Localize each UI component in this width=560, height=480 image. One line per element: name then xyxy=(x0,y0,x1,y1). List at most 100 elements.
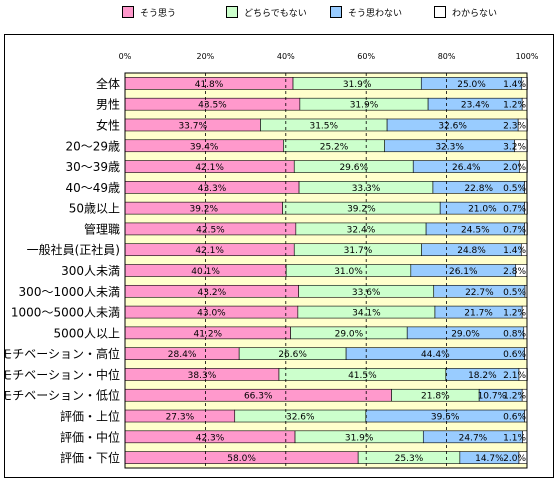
data-label: 39.2% xyxy=(189,205,218,215)
data-label: 0.5% xyxy=(503,184,526,194)
data-label: 40.1% xyxy=(191,267,220,277)
data-label: 32.6% xyxy=(438,121,467,131)
data-label: 43.5% xyxy=(198,101,227,111)
data-label: 0.8% xyxy=(503,329,526,339)
data-label: 32.6% xyxy=(286,413,315,423)
data-label: 31.7% xyxy=(344,246,373,256)
data-label: 23.4% xyxy=(461,101,490,111)
data-label: 1.2% xyxy=(503,101,526,111)
category-label: モチベーション・中位 xyxy=(5,367,120,382)
data-label: 10.7% xyxy=(478,392,507,402)
data-label: 44.4% xyxy=(421,350,450,360)
stacked-bar-chart: 41.8% 31.9% 25.0% 1.4% 43.5% 31.9% 23.4% 1.2% 33… xyxy=(5,52,539,469)
x-tick-label: 80% xyxy=(438,52,456,61)
plot-border xyxy=(124,72,528,469)
data-label: 26.6% xyxy=(278,350,307,360)
category-label: 評価・上位 xyxy=(60,409,120,424)
x-tick-label: 40% xyxy=(277,52,295,61)
category-label: 50歳以上 xyxy=(69,202,120,216)
chart-legend: そう思う どちらでもない そう思わない わからない xyxy=(0,0,560,26)
data-label: 31.9% xyxy=(350,101,379,111)
data-label: 66.3% xyxy=(244,392,273,402)
legend-swatch xyxy=(122,6,134,18)
data-label: 31.0% xyxy=(334,267,363,277)
data-label: 0.6% xyxy=(503,350,526,360)
legend-item: どちらでもない xyxy=(226,5,307,19)
data-label: 27.3% xyxy=(166,413,195,423)
category-label: 300人未満 xyxy=(61,264,120,278)
data-label: 29.0% xyxy=(335,329,364,339)
data-label: 39.4% xyxy=(190,142,219,152)
data-label: 3.2% xyxy=(503,142,526,152)
data-label: 24.5% xyxy=(461,225,490,235)
data-label: 22.8% xyxy=(464,184,493,194)
legend-label: そう思わない xyxy=(348,8,403,19)
legend-swatch xyxy=(330,6,342,18)
data-label: 0.6% xyxy=(503,413,526,423)
legend-swatch xyxy=(434,6,446,18)
data-label: 1.4% xyxy=(503,80,526,90)
data-label: 33.7% xyxy=(178,121,207,131)
x-tick-label: 60% xyxy=(357,52,375,61)
legend-item: わからない xyxy=(434,5,497,19)
data-label: 14.7% xyxy=(475,454,504,464)
data-label: 2.3% xyxy=(503,121,526,131)
category-label: 300～1000人未満 xyxy=(19,285,120,299)
data-label: 34.1% xyxy=(352,309,381,319)
data-label: 39.2% xyxy=(347,205,376,215)
data-label: 18.2% xyxy=(468,371,497,381)
data-label: 25.2% xyxy=(320,142,349,152)
legend-item: そう思う xyxy=(122,5,176,19)
category-label: 30～39歳 xyxy=(65,160,120,174)
data-label: 42.3% xyxy=(196,433,225,443)
legend-label: どちらでもない xyxy=(244,8,307,19)
data-label: 25.0% xyxy=(457,80,486,90)
data-label: 24.8% xyxy=(457,246,486,256)
data-label: 1.1% xyxy=(503,433,526,443)
data-label: 32.3% xyxy=(435,142,464,152)
data-label: 21.0% xyxy=(468,205,497,215)
data-label: 0.5% xyxy=(503,288,526,298)
legend-item: そう思わない xyxy=(330,5,402,19)
data-label: 31.9% xyxy=(343,80,372,90)
category-label: 評価・中位 xyxy=(60,429,120,444)
category-label: 一般社員(正社員) xyxy=(27,242,120,257)
data-label: 2.8% xyxy=(503,267,526,277)
data-label: 0.7% xyxy=(503,205,526,215)
data-label: 1.2% xyxy=(503,392,526,402)
category-label: 20～29歳 xyxy=(65,139,120,153)
data-label: 2.0% xyxy=(503,454,526,464)
data-label: 31.9% xyxy=(345,433,374,443)
data-label: 42.5% xyxy=(196,225,225,235)
data-label: 42.1% xyxy=(195,246,224,256)
data-label: 39.5% xyxy=(431,413,460,423)
data-label: 41.8% xyxy=(195,80,224,90)
data-label: 24.7% xyxy=(459,433,488,443)
data-label: 43.3% xyxy=(198,184,227,194)
category-label: 管理職 xyxy=(84,221,120,236)
data-label: 31.5% xyxy=(309,121,338,131)
data-label: 41.2% xyxy=(194,329,223,339)
data-label: 32.4% xyxy=(347,225,376,235)
category-label: モチベーション・低位 xyxy=(5,388,120,403)
data-label: 0.7% xyxy=(503,225,526,235)
data-label: 21.8% xyxy=(421,392,450,402)
category-label: 1000～5000人未満 xyxy=(11,306,120,320)
chart-frame: 41.8% 31.9% 25.0% 1.4% 43.5% 31.9% 23.4% 1.2% 33… xyxy=(4,34,554,478)
data-label: 33.6% xyxy=(352,288,381,298)
data-label: 58.0% xyxy=(227,454,256,464)
data-label: 41.5% xyxy=(348,371,377,381)
data-label: 33.3% xyxy=(352,184,381,194)
data-label: 22.7% xyxy=(465,288,494,298)
category-label: モチベーション・高位 xyxy=(5,346,120,361)
category-label: 5000人以上 xyxy=(53,326,120,340)
category-label: 男性 xyxy=(96,98,120,112)
data-label: 2.1% xyxy=(503,371,526,381)
category-label: 全体 xyxy=(96,76,120,91)
category-label: 女性 xyxy=(96,117,120,132)
data-label: 42.1% xyxy=(195,163,224,173)
data-label: 29.6% xyxy=(339,163,368,173)
x-tick-label: 100% xyxy=(516,52,539,61)
x-tick-label: 20% xyxy=(197,52,215,61)
legend-label: わからない xyxy=(452,8,498,19)
